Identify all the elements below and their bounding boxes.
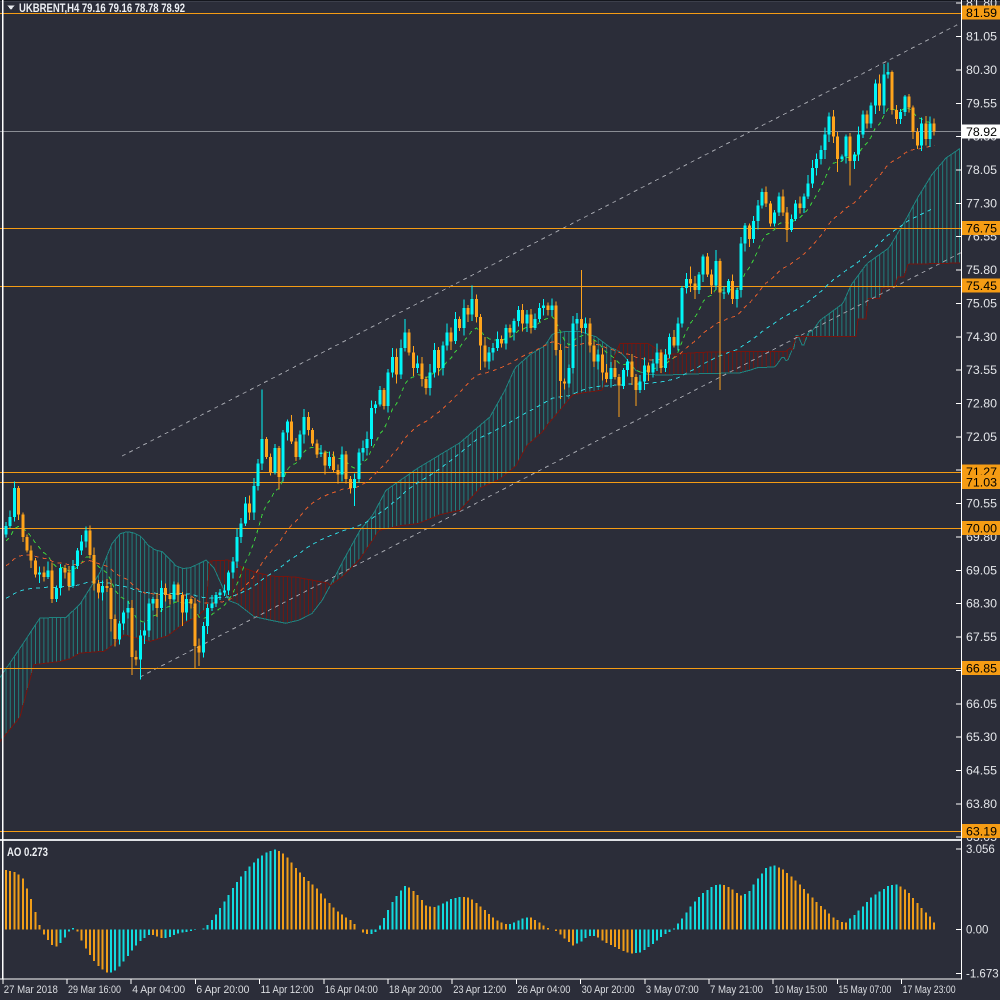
svg-text:4 Apr 04:00: 4 Apr 04:00 (132, 984, 185, 996)
svg-text:81.05: 81.05 (966, 32, 997, 44)
svg-text:29 Mar 16:00: 29 Mar 16:00 (68, 984, 121, 996)
svg-text:3 May 07:00: 3 May 07:00 (646, 984, 699, 996)
svg-text:69.05: 69.05 (966, 565, 997, 577)
svg-text:76.75: 76.75 (966, 223, 997, 235)
svg-text:78.05: 78.05 (966, 165, 997, 177)
svg-text:80.30: 80.30 (966, 65, 997, 77)
svg-text:27 Mar 2018: 27 Mar 2018 (4, 984, 58, 996)
svg-text:79.55: 79.55 (966, 98, 997, 110)
svg-text:81.59: 81.59 (966, 8, 997, 20)
svg-text:7 May 21:00: 7 May 21:00 (710, 984, 763, 996)
svg-text:70.55: 70.55 (966, 499, 997, 511)
svg-text:-1.673: -1.673 (966, 969, 999, 981)
svg-text:70.00: 70.00 (966, 524, 997, 536)
svg-text:68.30: 68.30 (966, 599, 997, 611)
svg-text:78.92: 78.92 (966, 127, 997, 139)
svg-text:77.30: 77.30 (966, 198, 997, 210)
svg-text:0.00: 0.00 (966, 925, 988, 937)
svg-text:18 Apr 20:00: 18 Apr 20:00 (389, 984, 442, 996)
svg-text:23 Apr 12:00: 23 Apr 12:00 (453, 984, 506, 996)
svg-text:66.85: 66.85 (966, 664, 997, 676)
svg-text:10 May 15:00: 10 May 15:00 (774, 984, 827, 996)
svg-text:17 May 23:00: 17 May 23:00 (903, 984, 956, 996)
svg-text:63.80: 63.80 (966, 799, 997, 811)
svg-text:67.55: 67.55 (966, 632, 997, 644)
svg-text:UKBRENT,H4 79.16 79.16 78.78: UKBRENT,H4 79.16 79.16 78.78 78.92 (19, 3, 185, 15)
svg-text:65.30: 65.30 (966, 732, 997, 744)
svg-text:75.45: 75.45 (966, 281, 997, 293)
svg-text:64.55: 64.55 (966, 766, 997, 778)
svg-text:6 Apr 20:00: 6 Apr 20:00 (196, 984, 249, 996)
svg-text:16 Apr 04:00: 16 Apr 04:00 (325, 984, 378, 996)
svg-text:26 Apr 04:00: 26 Apr 04:00 (517, 984, 570, 996)
svg-text:75.05: 75.05 (966, 298, 997, 310)
svg-text:11 Apr 12:00: 11 Apr 12:00 (261, 984, 314, 996)
svg-text:73.55: 73.55 (966, 365, 997, 377)
svg-text:75.80: 75.80 (966, 265, 997, 277)
svg-text:30 Apr 20:00: 30 Apr 20:00 (582, 984, 635, 996)
svg-text:63.19: 63.19 (966, 827, 997, 839)
svg-text:81.80: 81.80 (966, 0, 997, 10)
svg-text:71.03: 71.03 (966, 478, 997, 490)
svg-text:74.30: 74.30 (966, 332, 997, 344)
svg-text:15 May 07:00: 15 May 07:00 (838, 984, 891, 996)
svg-text:AO 0.273: AO 0.273 (7, 847, 48, 859)
svg-text:72.05: 72.05 (966, 432, 997, 444)
svg-text:72.80: 72.80 (966, 399, 997, 411)
svg-text:3.056: 3.056 (966, 844, 995, 856)
svg-text:66.05: 66.05 (966, 699, 997, 711)
